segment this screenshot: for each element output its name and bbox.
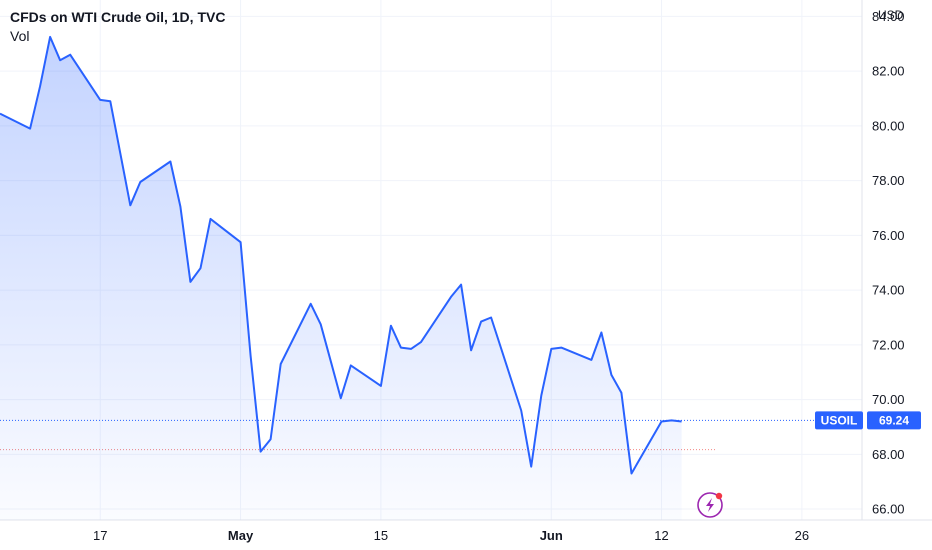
x-tick-label: Jun <box>540 528 563 543</box>
price-area-fill <box>0 36 682 521</box>
time-scale[interactable]: 17 May 15 Jun 12 26 <box>93 528 809 543</box>
y-tick-label: 66.00 <box>872 502 905 517</box>
symbol-tag-background <box>815 411 863 430</box>
y-tick-label: 80.00 <box>872 118 905 133</box>
symbol-tag: USOIL <box>821 413 858 427</box>
y-tick-label: 74.00 <box>872 283 905 298</box>
y-tick-label: 70.00 <box>872 392 905 407</box>
price-tag-value: 69.24 <box>879 413 909 427</box>
x-tick-label: 15 <box>374 528 388 543</box>
y-tick-label: 84.00 <box>872 9 905 24</box>
y-tick-label: 78.00 <box>872 173 905 188</box>
lightning-icon[interactable] <box>697 492 723 518</box>
price-line <box>0 35 682 475</box>
y-tick-label: 82.00 <box>872 64 905 79</box>
y-tick-label: 68.00 <box>872 447 905 462</box>
volume-label: Vol <box>10 28 30 44</box>
x-tick-label: May <box>228 528 254 543</box>
x-tick-label: 26 <box>795 528 809 543</box>
last-price-tag: USOIL 69.24 <box>815 411 921 430</box>
y-tick-label: 76.00 <box>872 228 905 243</box>
price-tag-background <box>867 411 921 430</box>
x-tick-label: 12 <box>654 528 668 543</box>
chart-title: CFDs on WTI Crude Oil, 1D, TVC <box>10 9 226 25</box>
x-tick-label: 17 <box>93 528 107 543</box>
y-tick-label: 72.00 <box>872 337 905 352</box>
price-scale[interactable]: 66.00 68.00 70.00 72.00 74.00 76.00 78.00 80.00… <box>872 9 905 517</box>
currency-label: USD <box>878 8 904 22</box>
